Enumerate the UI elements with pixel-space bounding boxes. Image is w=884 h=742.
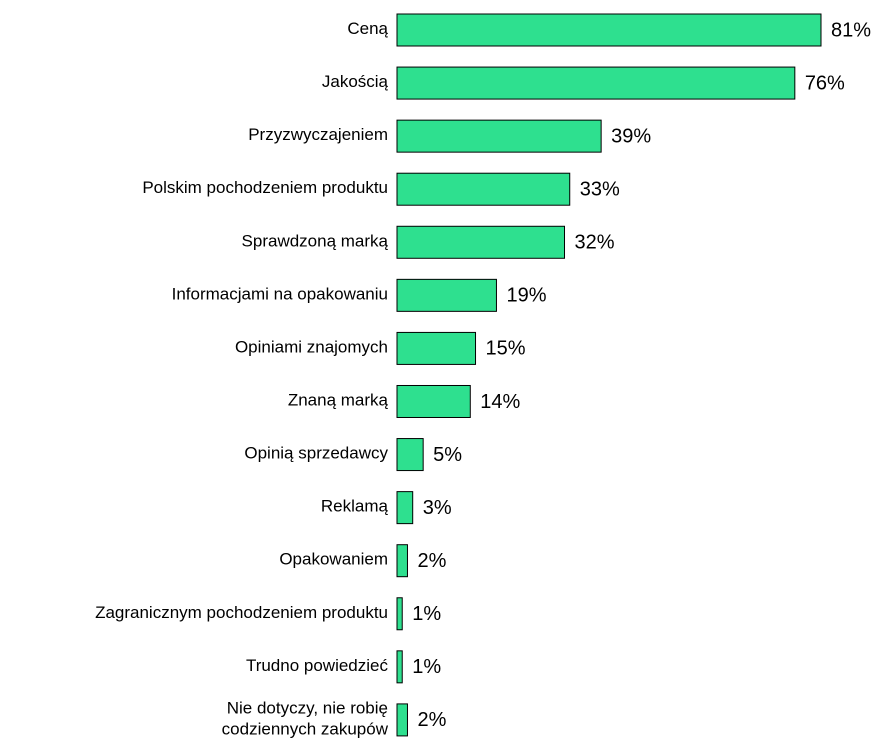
category-label: Polskim pochodzeniem produktu: [142, 179, 388, 198]
value-label: 33%: [580, 178, 620, 200]
category-label: Przyzwyczajeniem: [248, 126, 388, 145]
category-label: Informacjami na opakowaniu: [172, 285, 388, 304]
value-label: 1%: [412, 656, 441, 678]
bar: [396, 544, 408, 578]
category-label: Trudno powiedzieć: [246, 656, 389, 675]
value-label: 19%: [506, 285, 546, 307]
bar: [396, 66, 796, 100]
value-label: 39%: [611, 125, 651, 147]
value-label: 76%: [805, 72, 845, 94]
value-label: 32%: [575, 232, 615, 254]
category-label: Opakowaniem: [279, 550, 388, 569]
category-label: Opinią sprzedawcy: [244, 444, 388, 463]
value-label: 3%: [423, 497, 452, 519]
bar: [396, 703, 408, 737]
bar: [396, 172, 571, 206]
value-label: 2%: [417, 709, 446, 731]
bar: [396, 225, 566, 259]
value-label: 5%: [433, 444, 462, 466]
category-label: Sprawdzoną marką: [242, 232, 389, 251]
value-label: 2%: [417, 550, 446, 572]
value-label: 14%: [480, 391, 520, 413]
bar: [396, 384, 471, 418]
bar: [396, 119, 602, 153]
category-label: Zagranicznym pochodzeniem produktu: [95, 603, 388, 622]
bar: [396, 650, 403, 684]
category-label: Nie dotyczy, nie robię codziennych zakupó…: [222, 699, 389, 739]
category-label: Jakością: [322, 73, 389, 92]
value-label: 81%: [831, 19, 871, 41]
category-label: Ceną: [347, 19, 388, 38]
bar: [396, 13, 822, 47]
category-label: Opiniami znajomych: [235, 338, 388, 357]
category-label: Reklamą: [321, 497, 389, 516]
category-label: Znaną marką: [288, 391, 389, 410]
bar: [396, 491, 414, 525]
value-label: 1%: [412, 603, 441, 625]
bar: [396, 597, 403, 631]
bar: [396, 438, 424, 472]
value-label: 15%: [486, 338, 526, 360]
bar: [396, 278, 497, 312]
bar: [396, 331, 477, 365]
